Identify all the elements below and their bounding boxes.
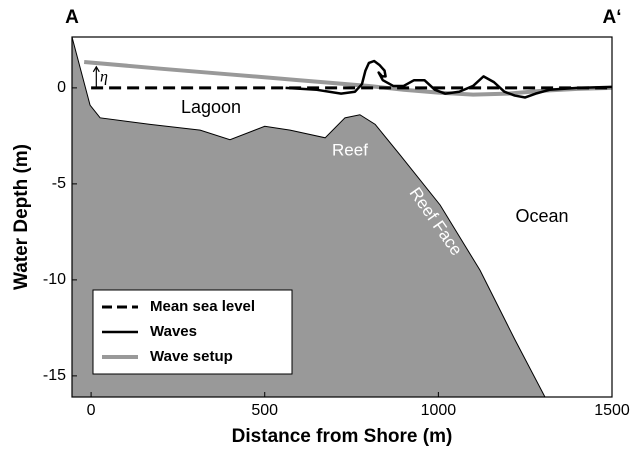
x-tick-label: 1500 xyxy=(594,402,630,419)
series-line xyxy=(83,59,612,97)
x-axis-label: Distance from Shore (m) xyxy=(232,426,453,447)
series-line xyxy=(285,59,612,99)
legend-label: Mean sea level xyxy=(150,298,255,315)
x-tick-label: 500 xyxy=(251,402,278,419)
corner-label: A‘ xyxy=(603,7,622,28)
x-tick-label: 0 xyxy=(87,402,96,419)
y-tick-label: -5 xyxy=(52,175,66,192)
corner-label: A xyxy=(65,7,79,28)
y-tick-label: 0 xyxy=(57,79,66,96)
annotation: Reef xyxy=(332,140,368,159)
annotation: η xyxy=(100,69,108,86)
setup-arrowhead xyxy=(92,65,100,73)
x-tick-label: 1000 xyxy=(421,402,457,419)
y-tick-label: -10 xyxy=(43,271,66,288)
plot-frame xyxy=(71,36,613,398)
legend-label: Wave setup xyxy=(150,348,233,365)
legend: Mean sea level Waves Wave setup xyxy=(92,289,293,375)
annotation: Ocean xyxy=(515,206,568,226)
y-tick-label: -15 xyxy=(43,367,66,384)
legend-label: Waves xyxy=(150,323,197,340)
annotation: Lagoon xyxy=(181,97,241,117)
seabed-outline xyxy=(71,36,546,398)
y-axis-label: Water Depth (m) xyxy=(11,144,32,290)
